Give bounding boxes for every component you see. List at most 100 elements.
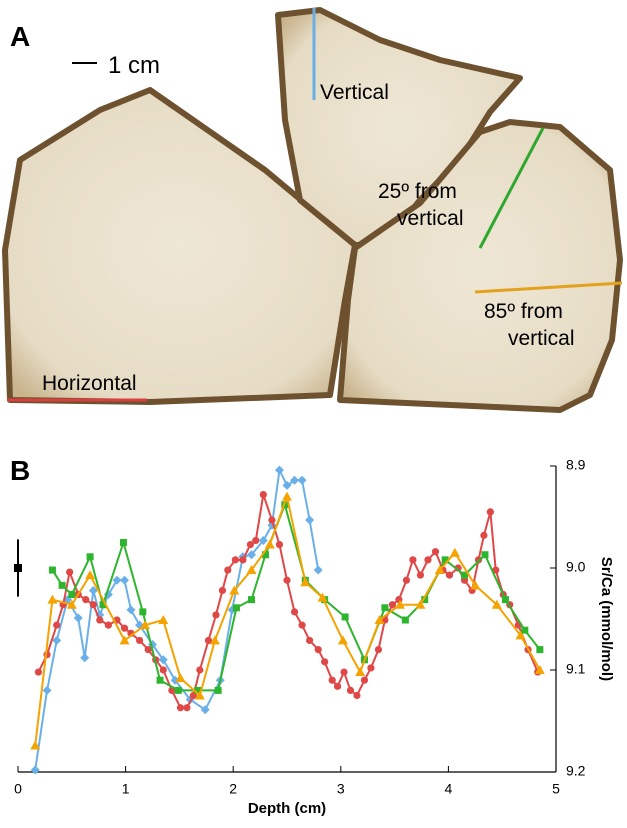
data-point (450, 548, 460, 557)
data-point (35, 668, 42, 675)
data-point (314, 566, 323, 575)
data-point (82, 596, 89, 603)
data-point (90, 601, 97, 608)
data-point (219, 587, 226, 594)
y-tick-label: 8.9 (566, 457, 586, 473)
y-tick-label: 9.2 (566, 763, 586, 779)
data-point (487, 508, 494, 515)
data-point (334, 683, 341, 690)
data-point (120, 539, 127, 546)
data-point (536, 646, 543, 653)
data-point (347, 687, 354, 694)
y-axis-label: Sr/Ca (mmol/mol) (598, 557, 615, 681)
error-bar-center (14, 564, 22, 572)
annotation: 85º from (484, 300, 563, 323)
data-point (160, 666, 167, 673)
data-point (381, 604, 388, 611)
data-point (59, 582, 66, 589)
data-point (315, 646, 322, 653)
data-point (120, 576, 129, 585)
data-point (338, 635, 348, 644)
data-point (53, 622, 60, 629)
x-tick-label: 1 (122, 781, 130, 797)
panel-label: B (10, 455, 30, 486)
data-point (158, 615, 168, 624)
y-tick-label: 9.1 (566, 661, 586, 677)
annotation: Horizontal (42, 372, 137, 395)
series-line (38, 495, 537, 708)
data-point (232, 556, 239, 563)
data-point (340, 668, 347, 675)
figure: A 1 cm Vertical 25º from vertical 85º from v… (0, 0, 627, 828)
data-point (239, 556, 246, 563)
data-point (215, 687, 222, 694)
scale-bar-label: 1 cm (108, 52, 160, 79)
data-point (306, 637, 313, 644)
data-point (252, 537, 259, 544)
data-point (80, 653, 89, 662)
data-point (268, 516, 275, 523)
data-point (175, 687, 182, 694)
data-point (196, 666, 203, 673)
data-point (183, 704, 190, 711)
data-point (321, 658, 328, 665)
data-point (361, 677, 368, 684)
data-point (282, 492, 292, 501)
annotation: 25º from (378, 180, 457, 203)
data-point (470, 580, 480, 589)
data-point (367, 664, 374, 671)
annotation: Vertical (320, 81, 389, 104)
data-point (248, 596, 255, 603)
data-point (291, 608, 298, 615)
data-point (298, 622, 305, 629)
data-point (480, 532, 487, 539)
data-point (260, 491, 267, 498)
data-point (403, 577, 410, 584)
data-point (417, 572, 424, 579)
data-point (375, 646, 382, 653)
annotation: vertical (508, 327, 575, 350)
x-tick-label: 0 (14, 781, 22, 797)
x-tick-label: 4 (445, 781, 453, 797)
data-point (521, 627, 528, 634)
data-point (87, 553, 94, 560)
data-point (105, 622, 112, 629)
data-point (446, 572, 453, 579)
data-point (212, 611, 219, 618)
data-point (74, 613, 83, 622)
annotation: vertical (397, 207, 464, 230)
data-point (329, 677, 336, 684)
data-point (68, 591, 75, 598)
series-line (52, 505, 539, 691)
data-point (43, 686, 52, 695)
data-point (66, 568, 73, 575)
data-point (502, 596, 509, 603)
data-point (432, 548, 439, 555)
data-point (139, 608, 146, 615)
data-point (353, 692, 360, 699)
data-point (305, 516, 314, 525)
data-point (224, 566, 231, 573)
data-point (177, 704, 184, 711)
data-point (409, 556, 416, 563)
data-point (298, 476, 307, 485)
data-point (283, 577, 290, 584)
data-point (121, 625, 128, 632)
data-point (96, 616, 103, 623)
data-point (276, 541, 283, 548)
x-tick-label: 3 (337, 781, 345, 797)
data-point (47, 595, 57, 604)
panel-label: A (10, 21, 30, 52)
data-point (481, 551, 488, 558)
data-point (157, 677, 164, 684)
data-point (31, 765, 40, 774)
data-point (49, 567, 56, 574)
data-point (424, 556, 431, 563)
data-point (126, 605, 135, 614)
data-point (355, 667, 365, 676)
data-point (275, 466, 284, 475)
data-point (402, 617, 409, 624)
x-axis-label: Depth (cm) (248, 800, 326, 817)
page: A 1 cm Vertical 25º from vertical 85º from v… (0, 0, 627, 828)
data-point (233, 604, 240, 611)
